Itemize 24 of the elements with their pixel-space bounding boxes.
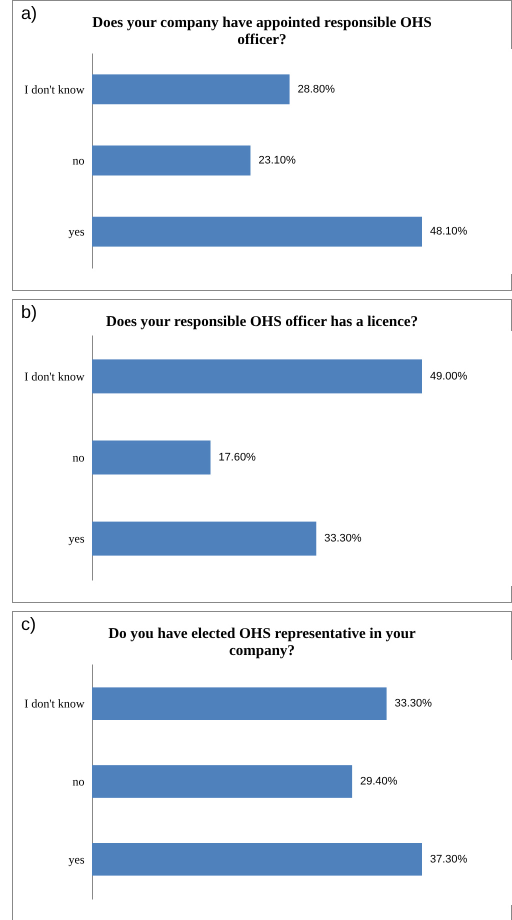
chart-title: Does your company have appointed responsible OHS officer? — [91, 14, 433, 49]
y-tick-label: yes — [68, 852, 85, 866]
text: a) — [21, 3, 38, 24]
y-tick-label: no — [72, 154, 84, 168]
chart-title: Do you have elected OHS representative in your company? — [107, 625, 417, 660]
data-label: 33.30% — [324, 532, 362, 545]
y-tick-label: I don't know — [24, 696, 85, 711]
text: c) — [21, 614, 36, 635]
data-label: 48.10% — [430, 226, 468, 238]
y-tick-label: no — [72, 774, 84, 788]
data-label: 49.00% — [430, 370, 468, 382]
data-label: 23.10% — [258, 154, 296, 166]
y-tick-label: no — [72, 450, 84, 464]
y-tick-label: yes — [68, 224, 85, 239]
y-tick-label: I don't know — [24, 82, 85, 96]
data-label: 28.80% — [298, 83, 336, 96]
data-label: 33.30% — [394, 698, 432, 710]
y-tick-label: yes — [68, 532, 85, 546]
text: b) — [21, 302, 38, 323]
y-tick-label: I don't know — [24, 369, 85, 384]
data-label: 37.30% — [430, 853, 468, 866]
data-label: 29.40% — [360, 776, 398, 788]
chart-title: Does your responsible OHS officer has a licence? — [104, 313, 420, 331]
data-label: 17.60% — [218, 452, 256, 464]
